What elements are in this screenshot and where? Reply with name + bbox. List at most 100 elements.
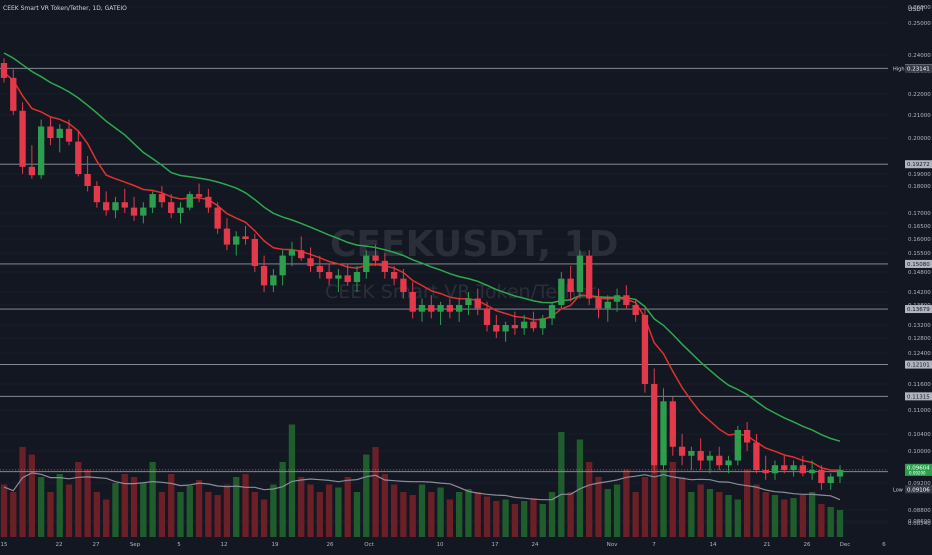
candle-body xyxy=(725,460,732,466)
volume-bar xyxy=(65,484,73,537)
volume-bar xyxy=(558,432,565,537)
price-tick-label: 0.09200 xyxy=(908,481,931,487)
candle-body xyxy=(762,470,769,474)
time-tick-label: 15 xyxy=(1,542,8,548)
time-tick-label: 12 xyxy=(221,542,228,548)
volume-bar xyxy=(502,499,509,537)
volume-bar xyxy=(307,484,314,537)
candle-body xyxy=(428,305,435,312)
candle-body xyxy=(437,305,444,312)
volume-bar xyxy=(56,474,63,537)
volume-bar xyxy=(474,492,481,537)
volume-bar xyxy=(493,501,500,537)
level-tag-label: 0.15080 xyxy=(907,262,930,268)
currency-label: USDT xyxy=(908,6,925,13)
candle-body xyxy=(678,446,686,456)
volume-bar xyxy=(669,462,676,537)
candle-body xyxy=(567,278,574,292)
horizontal-levels xyxy=(0,67,888,473)
price-tick-label: 0.25000 xyxy=(908,21,931,27)
volume-bar xyxy=(808,492,816,537)
volume-bar xyxy=(790,498,797,537)
candle-body xyxy=(474,298,481,309)
candle-body xyxy=(576,255,584,292)
candle-body xyxy=(158,194,166,203)
candle-body xyxy=(716,455,723,466)
candle-body xyxy=(827,476,834,483)
candle-body xyxy=(325,272,333,279)
volume-bar xyxy=(10,492,17,537)
candle-body xyxy=(103,202,110,211)
volume-bar xyxy=(270,484,277,537)
time-axis[interactable]: 15 22 27 Sep 5 12 19 26 Oct 10 17 24 Nov 7 14 21 26 Dec 6 xyxy=(1,542,887,548)
volume-bar xyxy=(223,484,231,537)
high-tag xyxy=(905,64,932,73)
level-tag-label: 0.13679 xyxy=(907,307,930,313)
candle-body xyxy=(130,207,138,216)
candle-body xyxy=(836,470,844,477)
high-label: High xyxy=(893,67,905,73)
candle-body xyxy=(623,295,630,305)
price-tick-label: 0.16000 xyxy=(908,237,931,243)
volume-bar xyxy=(28,454,36,537)
price-tick-label: 0.10000 xyxy=(908,449,931,455)
time-axis-background xyxy=(0,537,888,550)
last-price-value: 0.09604 xyxy=(907,465,930,471)
volume-bar xyxy=(279,462,286,537)
candle-body xyxy=(539,318,546,329)
candle-body xyxy=(205,196,212,208)
candle-body xyxy=(418,305,426,312)
volume-bar xyxy=(641,477,649,537)
price-tick-label: 0.18000 xyxy=(908,184,931,190)
candle-body xyxy=(781,465,788,470)
volume-bar xyxy=(316,492,323,537)
volume-bar xyxy=(511,504,519,537)
candle-body xyxy=(28,166,36,176)
candle-body xyxy=(19,110,26,167)
time-tick-label: 21 xyxy=(764,542,771,548)
volume-bar xyxy=(753,484,760,537)
candle-body xyxy=(353,272,361,282)
time-tick-label: 19 xyxy=(272,542,279,548)
low-label: Low xyxy=(893,487,903,493)
price-tick-label: 0.15500 xyxy=(908,251,931,257)
volume-bar xyxy=(325,484,333,537)
level-tag xyxy=(905,360,932,369)
candle-body xyxy=(632,305,639,315)
candle-body xyxy=(641,315,649,384)
volume-bar xyxy=(75,462,82,537)
volume-bar xyxy=(121,474,128,537)
candle-body xyxy=(251,239,258,266)
price-tick-label: 0.14200 xyxy=(908,290,931,296)
volume-bar xyxy=(530,498,537,537)
price-tick-label: 0.17000 xyxy=(908,211,931,217)
volume-bar xyxy=(483,496,491,537)
volume-bar xyxy=(335,487,342,537)
volume-bar xyxy=(827,507,834,537)
volume-bar xyxy=(743,469,751,537)
volume-bar xyxy=(288,424,296,537)
candle-body xyxy=(186,194,193,208)
candle-body xyxy=(483,308,491,325)
volume-bar xyxy=(298,477,305,537)
candle-body xyxy=(558,278,565,305)
price-tick-label: 0.20000 xyxy=(908,136,931,142)
candle-body xyxy=(335,275,342,279)
candle-body xyxy=(613,295,621,302)
candle-body xyxy=(10,77,17,111)
volume-bar xyxy=(149,462,156,537)
volume-bar xyxy=(818,504,825,537)
candle-body xyxy=(400,278,407,292)
volume-bar xyxy=(418,484,426,537)
candle-body xyxy=(149,194,156,208)
candle-body xyxy=(586,255,593,299)
volume-bar xyxy=(84,469,91,537)
volume-bar xyxy=(37,477,45,537)
volume-ma-line xyxy=(3,472,841,501)
ema-fast-line xyxy=(3,71,840,471)
candle-body xyxy=(465,298,472,305)
volume-bar xyxy=(233,477,240,537)
volume-bar xyxy=(344,477,351,537)
